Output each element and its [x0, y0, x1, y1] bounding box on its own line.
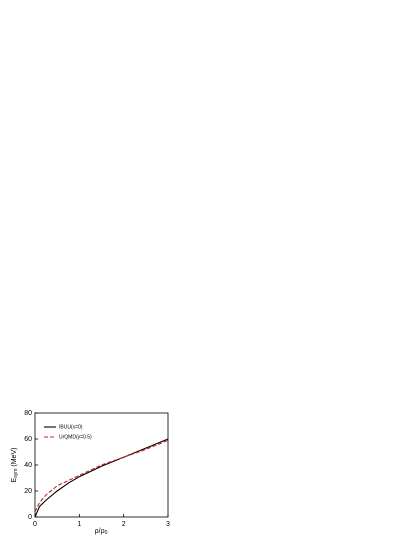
- x-label-main: ρ/ρ: [95, 528, 105, 535]
- y-tick-label: 20: [24, 488, 32, 495]
- x-tick-label: 1: [77, 521, 81, 528]
- x-tick-label: 2: [122, 521, 126, 528]
- series-line: [34, 439, 169, 513]
- y-tick-label: 0: [28, 514, 32, 521]
- y-label-main: E: [11, 477, 18, 482]
- y-tick-label: 40: [24, 462, 32, 469]
- plot-frame: [34, 412, 169, 518]
- y-tick-label: 60: [24, 436, 32, 443]
- legend-label: UrQMD(γ=0.5): [59, 434, 92, 440]
- x-tick-label: 0: [33, 521, 37, 528]
- y-label-sub: sym: [13, 469, 19, 478]
- y-tick-label: 80: [24, 410, 32, 417]
- x-axis-label: ρ/ρ0: [95, 528, 108, 536]
- y-label-unit: (MeV): [11, 448, 18, 467]
- y-axis-label: Esym (MeV): [11, 448, 19, 483]
- series-line: [34, 438, 169, 518]
- legend-label: IBUU(x=0): [59, 424, 83, 430]
- x-label-sub: 0: [105, 530, 108, 536]
- x-tick-label: 3: [166, 521, 170, 528]
